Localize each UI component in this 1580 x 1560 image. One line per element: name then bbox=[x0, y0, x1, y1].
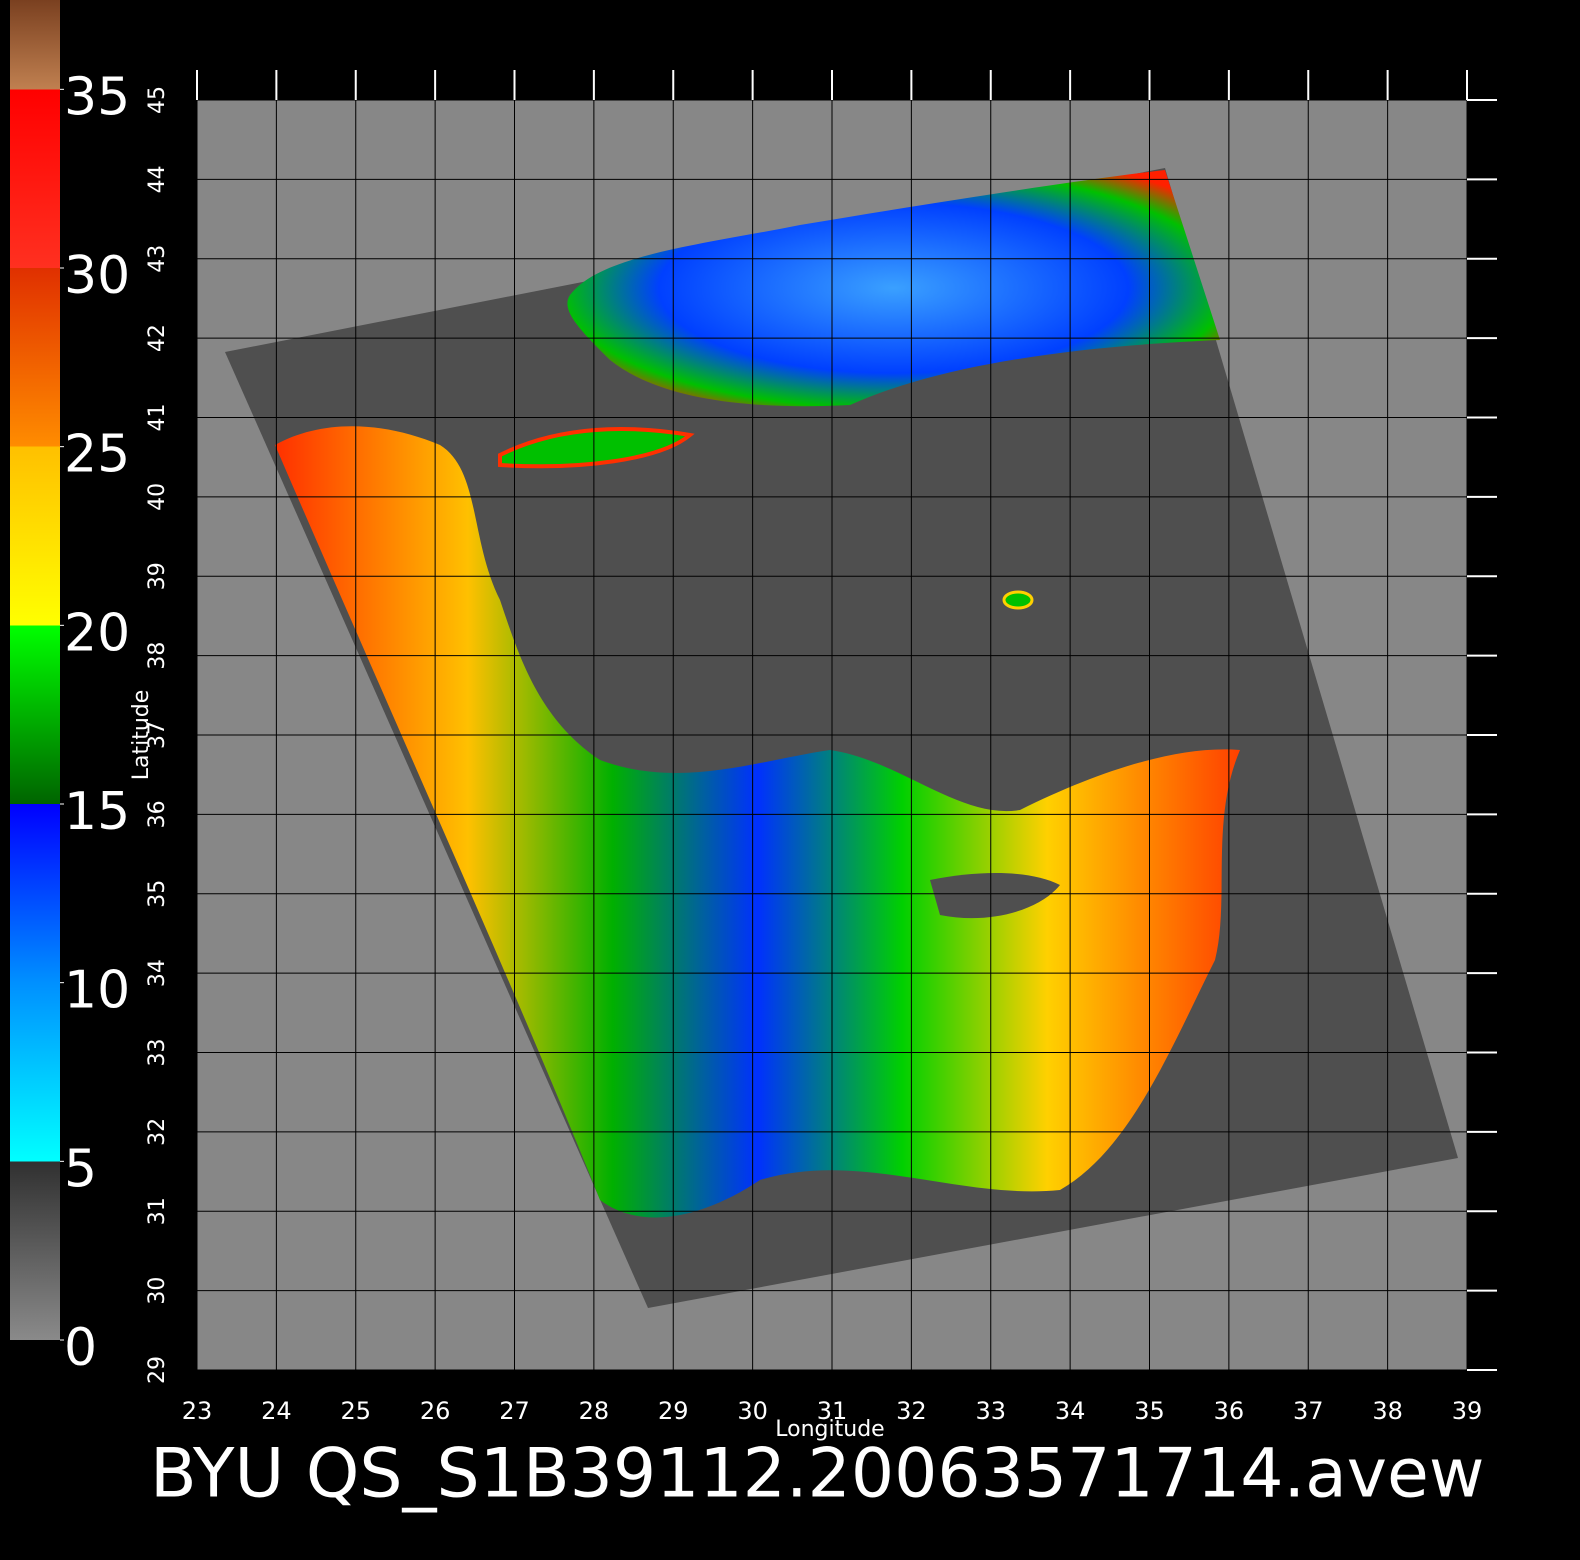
y-tick-label: 31 bbox=[145, 1197, 170, 1225]
y-tick-label: 32 bbox=[145, 1118, 170, 1146]
colorbar-label: 20 bbox=[64, 603, 130, 663]
x-tick-label: 35 bbox=[1134, 1397, 1165, 1425]
wind-field-patch bbox=[498, 427, 695, 469]
colorbar-label: 35 bbox=[64, 67, 130, 127]
y-tick-label: 38 bbox=[145, 642, 170, 670]
x-tick-label: 32 bbox=[896, 1397, 927, 1425]
y-tick-label: 34 bbox=[145, 959, 170, 987]
y-tick-label: 43 bbox=[145, 245, 170, 273]
x-tick-label: 23 bbox=[182, 1397, 213, 1425]
y-tick-label: 39 bbox=[145, 562, 170, 590]
grid bbox=[196, 99, 1468, 1371]
colorbar-label: 10 bbox=[64, 961, 130, 1021]
x-axis-label: Longitude bbox=[775, 1417, 884, 1442]
wind-field-south bbox=[275, 426, 1240, 1218]
y-tick-label: 36 bbox=[145, 800, 170, 828]
colorbar-label: 15 bbox=[64, 782, 130, 842]
x-tick-label: 38 bbox=[1372, 1397, 1403, 1425]
chart-title: BYU QS_S1B39112.20063571714.avew bbox=[150, 1435, 1484, 1514]
x-tick-label: 30 bbox=[737, 1397, 768, 1425]
wind-field-patch bbox=[1002, 590, 1034, 610]
x-tick-label: 39 bbox=[1452, 1397, 1483, 1425]
x-tick-label: 24 bbox=[261, 1397, 292, 1425]
x-tick-label: 25 bbox=[340, 1397, 371, 1425]
x-tick-label: 33 bbox=[975, 1397, 1006, 1425]
y-tick-label: 42 bbox=[145, 324, 170, 352]
colorbar-label: 30 bbox=[64, 246, 130, 306]
x-tick-label: 29 bbox=[658, 1397, 689, 1425]
x-tick-label: 27 bbox=[499, 1397, 530, 1425]
colorbar-label: 0 bbox=[64, 1318, 97, 1378]
y-tick-label: 41 bbox=[145, 404, 170, 432]
y-tick-label: 35 bbox=[145, 880, 170, 908]
x-tick-label: 26 bbox=[420, 1397, 451, 1425]
y-tick-label: 29 bbox=[145, 1356, 170, 1384]
colorbar: 0 5 10 15 20 25 30 35 bbox=[10, 0, 130, 1378]
data-gap bbox=[930, 873, 1060, 919]
y-tick-label: 40 bbox=[145, 483, 170, 511]
wind-field-north bbox=[567, 170, 1220, 407]
colorbar-label: 5 bbox=[64, 1139, 97, 1199]
axes: 23 24 25 26 27 28 29 30 31 32 33 34 35 36 37 38 39 29 30 31… bbox=[145, 70, 1497, 1425]
y-tick-label: 30 bbox=[145, 1277, 170, 1305]
y-tick-label: 45 bbox=[145, 86, 170, 114]
x-tick-label: 36 bbox=[1214, 1397, 1245, 1425]
x-tick-label: 37 bbox=[1293, 1397, 1324, 1425]
y-tick-label: 44 bbox=[145, 165, 170, 193]
y-tick-label: 37 bbox=[145, 721, 170, 749]
y-tick-label: 33 bbox=[145, 1039, 170, 1067]
y-axis-label: Latitude bbox=[129, 690, 154, 781]
x-tick-label: 31 bbox=[817, 1397, 848, 1425]
x-tick-label: 34 bbox=[1055, 1397, 1086, 1425]
colorbar-ramp bbox=[10, 0, 60, 1340]
x-tick-label: 28 bbox=[579, 1397, 610, 1425]
colorbar-label: 25 bbox=[64, 425, 130, 485]
